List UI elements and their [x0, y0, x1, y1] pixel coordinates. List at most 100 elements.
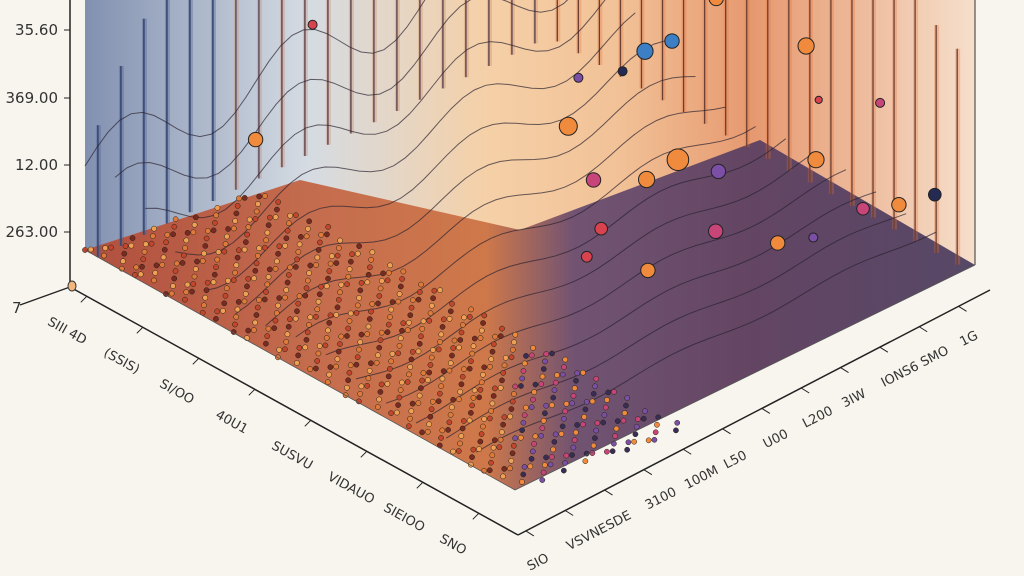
floor-dot	[499, 429, 505, 435]
floor-dot	[306, 270, 312, 276]
floor-dot	[327, 312, 334, 319]
floor-dot	[306, 321, 312, 328]
floor-dot	[551, 387, 558, 394]
floor-dot	[476, 394, 483, 401]
y-tick	[879, 346, 889, 353]
floor-dot	[159, 262, 166, 268]
floor-dot	[132, 271, 138, 278]
floor-dot	[303, 336, 310, 343]
floor-dot	[345, 325, 352, 332]
floor-dot	[303, 285, 310, 291]
floor-dot	[387, 365, 393, 372]
vertical-bar	[849, 0, 855, 206]
floor-dot	[253, 208, 260, 215]
ridge-line	[235, 76, 696, 315]
floor-dot	[559, 371, 566, 378]
floor-dot	[395, 350, 402, 357]
y-tick-label: L200	[800, 404, 835, 432]
floor-dot	[538, 381, 545, 387]
floor-dot	[451, 337, 458, 344]
floor-dot	[333, 311, 340, 318]
floor-dot	[559, 423, 566, 430]
floor-dot	[642, 408, 648, 414]
vertical-bar	[597, 0, 603, 65]
floor-dot	[235, 247, 242, 254]
floor-dot	[276, 346, 283, 353]
vertical-bar	[486, 0, 492, 66]
floor-dot	[385, 373, 392, 380]
floor-dot	[182, 296, 188, 303]
floor-dot	[497, 436, 504, 443]
floor-dot	[140, 256, 147, 263]
floor-dot	[489, 452, 496, 459]
floor-dot	[502, 354, 509, 361]
floor-dot	[222, 241, 229, 247]
floor-dot	[284, 227, 291, 234]
floor-dot	[393, 409, 400, 416]
floor-dot	[314, 306, 321, 313]
floor-dot	[273, 310, 280, 316]
vertical-bar	[440, 0, 446, 89]
floor-dot	[396, 291, 403, 297]
floor-dot	[384, 329, 391, 335]
floor-dot	[558, 431, 565, 437]
vertical-bar	[955, 48, 961, 265]
floor-dot	[492, 333, 498, 340]
floor-dot	[519, 427, 525, 434]
data-point	[856, 201, 870, 216]
floor-dot	[527, 463, 534, 470]
floor-dot	[399, 276, 405, 282]
floor-dot	[285, 272, 292, 278]
floor-dot	[466, 417, 473, 424]
floor-dot	[182, 245, 188, 251]
floor-dot	[388, 410, 394, 416]
floor-dot	[346, 369, 353, 376]
floor-dot	[190, 281, 197, 287]
vertical-bar	[141, 18, 147, 235]
floor-dot	[108, 244, 114, 251]
floor-dot	[457, 337, 464, 343]
floor-dot	[469, 350, 476, 357]
floor-dot	[477, 438, 484, 445]
floor-dot	[509, 450, 516, 457]
floor-dot	[327, 364, 334, 370]
floor-dot	[497, 333, 504, 339]
z-tick-label: 369.00	[6, 89, 59, 107]
floor-dot	[179, 260, 186, 266]
data-point	[708, 223, 724, 239]
floor-dot	[530, 344, 536, 351]
floor-dot	[302, 344, 309, 351]
floor-dot	[307, 366, 313, 372]
floor-dot	[315, 247, 322, 253]
floor-dot	[518, 383, 524, 389]
floor-dot	[449, 352, 455, 359]
floor-dot	[471, 387, 478, 394]
floor-dot	[276, 295, 283, 301]
floor-dot	[213, 316, 219, 322]
floor-dot	[574, 370, 581, 377]
ridge-line	[84, 0, 426, 167]
floor-dot	[500, 370, 507, 376]
floor-dot	[399, 379, 405, 386]
floor-dot	[295, 249, 302, 255]
floor-dot	[121, 250, 128, 257]
floor-dot	[236, 195, 242, 202]
vertical-bar	[95, 125, 101, 258]
floor-dot	[161, 246, 168, 253]
floor-dot	[160, 254, 167, 261]
vertical-bar	[892, 0, 898, 230]
floor-dot	[153, 262, 160, 269]
floor-dot	[349, 251, 355, 258]
floor-dot	[202, 243, 209, 249]
floor-dot	[333, 260, 340, 266]
floor-dot	[613, 425, 620, 432]
floor-dot	[440, 368, 447, 374]
vertical-bar	[828, 0, 834, 195]
floor-dot	[427, 413, 434, 420]
floor-dot	[409, 297, 416, 303]
floor-dot	[256, 193, 263, 200]
floor-dot	[569, 400, 576, 407]
corner-label: 7	[12, 299, 22, 317]
y-tick-label: SDE	[604, 508, 634, 533]
